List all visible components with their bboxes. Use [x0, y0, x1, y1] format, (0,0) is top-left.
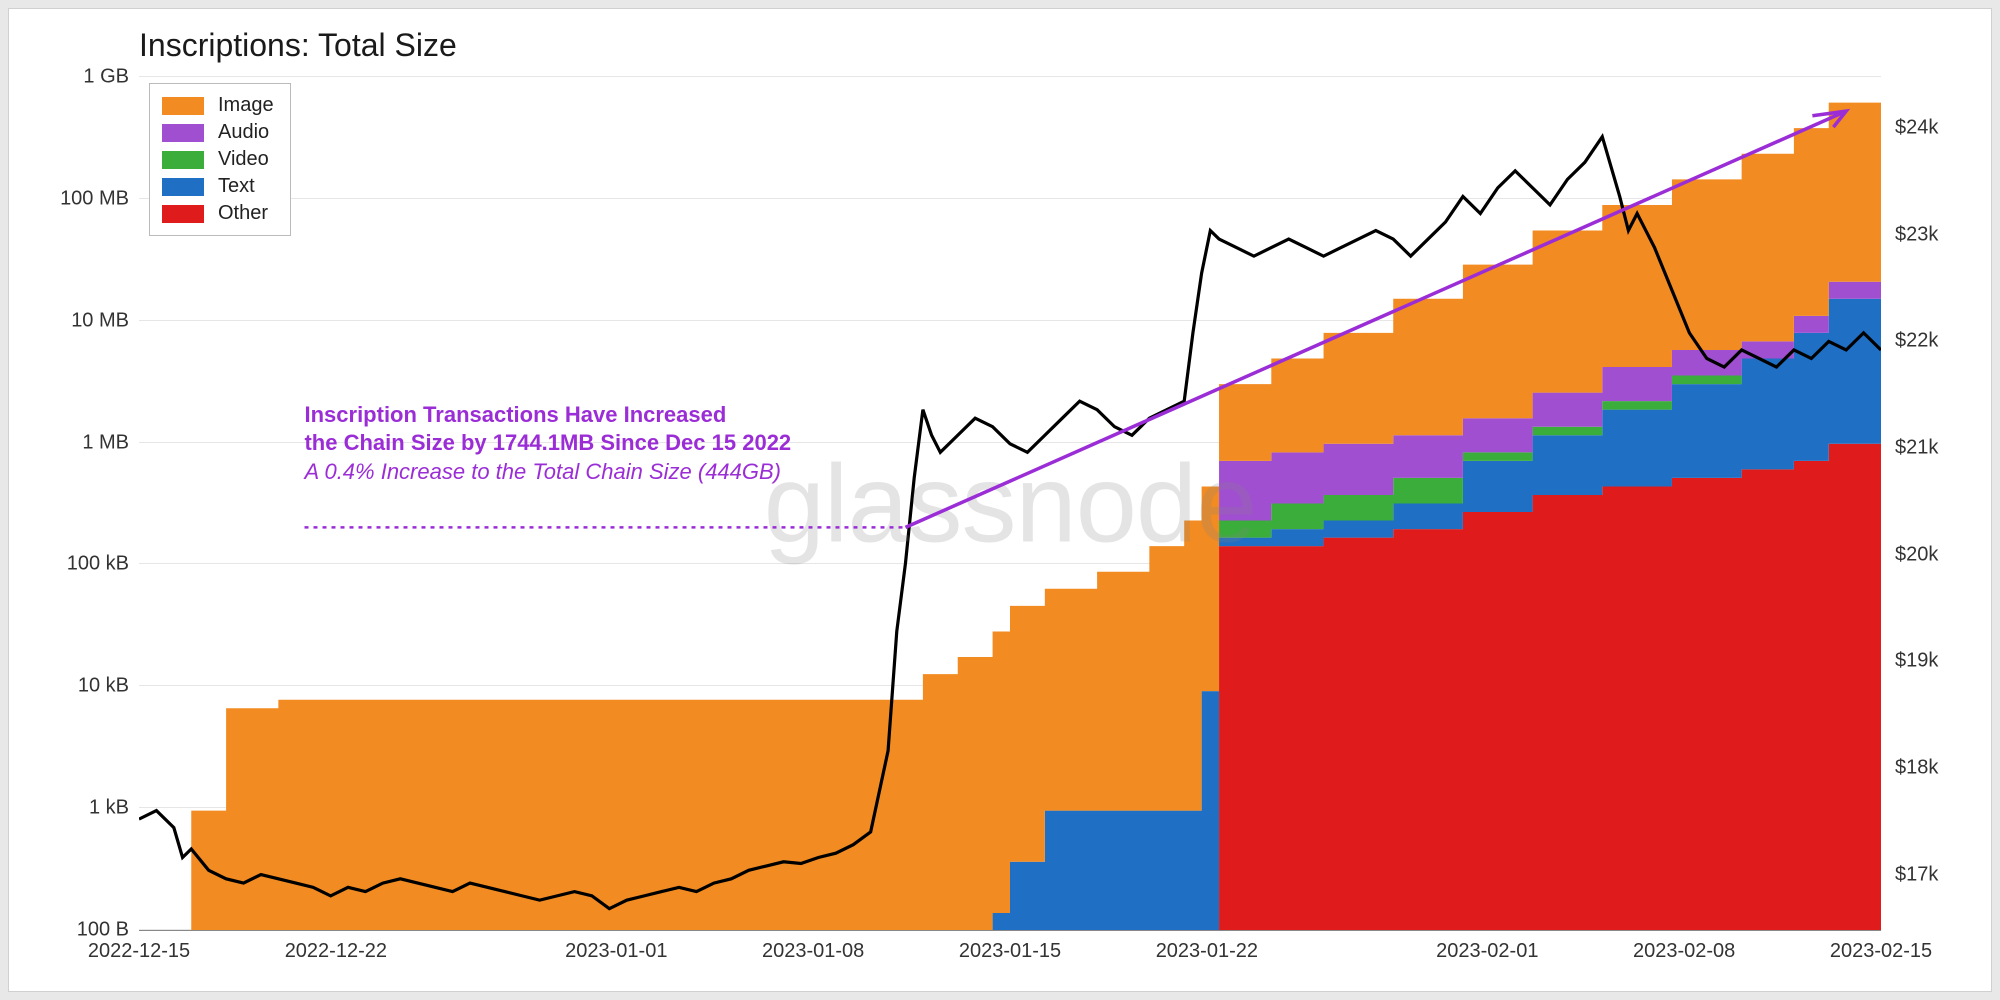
x-tick-label: 2022-12-22 — [285, 930, 387, 963]
legend-label: Image — [218, 94, 274, 117]
legend-item[interactable]: Other — [162, 200, 274, 227]
x-tick-label: 2023-02-08 — [1633, 930, 1735, 963]
legend-label: Text — [218, 175, 255, 198]
y-left-tick-label: 1 MB — [82, 431, 139, 454]
legend-label: Video — [218, 148, 269, 171]
y-right-tick-label: $22k — [1881, 330, 1938, 353]
legend-swatch — [162, 124, 204, 142]
legend-swatch — [162, 97, 204, 115]
legend-item[interactable]: Image — [162, 92, 274, 119]
y-right-tick-label: $20k — [1881, 543, 1938, 566]
annotation-line2: the Chain Size by 1744.1MB Since Dec 15 … — [304, 429, 791, 458]
y-left-tick-label: 10 kB — [78, 675, 139, 698]
y-right-tick-label: $19k — [1881, 650, 1938, 673]
y-left-tick-label: 1 kB — [89, 797, 139, 820]
x-tick-label: 2023-01-15 — [959, 930, 1061, 963]
y-right-tick-label: $17k — [1881, 863, 1938, 886]
y-left-tick-label: 1 GB — [83, 66, 139, 89]
chart-title: Inscriptions: Total Size — [139, 27, 457, 64]
legend-item[interactable]: Audio — [162, 119, 274, 146]
y-right-tick-label: $21k — [1881, 437, 1938, 460]
legend: Image Audio Video Text Other — [149, 83, 291, 236]
annotation-text: Inscription Transactions Have Increased … — [304, 401, 791, 487]
legend-swatch — [162, 178, 204, 196]
y-left-tick-label: 100 kB — [67, 553, 139, 576]
legend-label: Audio — [218, 121, 269, 144]
legend-swatch — [162, 205, 204, 223]
chart-container: Inscriptions: Total Size Image Audio Video… — [8, 8, 1992, 992]
y-left-tick-label: 100 MB — [60, 187, 139, 210]
plot-area: glassnode Inscription Transactions Have … — [139, 77, 1881, 931]
legend-swatch — [162, 151, 204, 169]
x-tick-label: 2023-01-08 — [762, 930, 864, 963]
x-tick-label: 2023-01-22 — [1156, 930, 1258, 963]
y-right-tick-label: $24k — [1881, 117, 1938, 140]
legend-item[interactable]: Video — [162, 146, 274, 173]
y-right-tick-label: $23k — [1881, 223, 1938, 246]
x-tick-label: 2023-02-15 — [1830, 930, 1932, 963]
y-left-tick-label: 10 MB — [71, 309, 139, 332]
legend-label: Other — [218, 202, 268, 225]
x-tick-label: 2023-02-01 — [1436, 930, 1538, 963]
stacked-area-svg — [139, 77, 1881, 930]
y-right-tick-label: $18k — [1881, 756, 1938, 779]
x-tick-label: 2022-12-15 — [88, 930, 190, 963]
legend-item[interactable]: Text — [162, 173, 274, 200]
annotation-line1: Inscription Transactions Have Increased — [304, 401, 791, 430]
annotation-line3: A 0.4% Increase to the Total Chain Size … — [304, 458, 791, 487]
x-tick-label: 2023-01-01 — [565, 930, 667, 963]
